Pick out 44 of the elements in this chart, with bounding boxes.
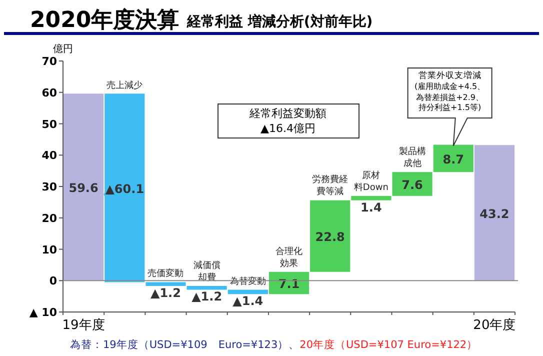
x-tick-label: 労務費経費等減 xyxy=(311,174,350,198)
bar xyxy=(104,94,145,282)
x-tick-label: 合理化効果 xyxy=(274,246,304,270)
note-box: 経常利益変動額 ▲16.4億円 xyxy=(218,104,360,138)
text: 為替：19年度（USD=¥109 Euro=¥123）、 xyxy=(70,338,300,351)
bar xyxy=(186,286,227,290)
y-tick-label: 70 xyxy=(42,55,58,68)
y-tick-label: 30 xyxy=(42,180,58,194)
data-label: ▲60.1 xyxy=(105,182,144,196)
data-label: 59.6 xyxy=(68,181,98,196)
bar xyxy=(146,282,186,286)
annotation: 経常利益変動額 ▲16.4億円 xyxy=(248,107,326,135)
data-label: 8.7 xyxy=(442,152,464,166)
y-tick-label: 0 xyxy=(49,274,58,288)
x-tick-label: 売価変動 xyxy=(146,268,185,280)
x-tick-label: 売上減少 xyxy=(106,80,144,92)
chart-title: 2020年度決算 xyxy=(30,7,180,33)
x-tick-label: 原材料Down xyxy=(352,170,390,194)
data-label: ▲1.2 xyxy=(150,286,181,300)
bar xyxy=(64,94,104,281)
data-label: 43.2 xyxy=(480,206,510,221)
bar xyxy=(228,290,268,294)
y-tick-label: 60 xyxy=(42,86,58,100)
x-tick-label: 20年度 xyxy=(473,317,516,333)
bar xyxy=(474,145,514,281)
annotation: (雇用助成金+4.5、為替差損益+2.9、持分利益+1.5等) xyxy=(414,82,486,114)
chart-subtitle: 経常利益 増減分析(対前年比) xyxy=(186,13,373,30)
y-tick-label: 20 xyxy=(42,212,58,225)
data-label: 22.8 xyxy=(315,230,345,244)
y-tick-label: 10 xyxy=(42,243,58,256)
text: 20年度（USD=¥107 Euro=¥122） xyxy=(300,338,478,351)
data-label: 7.6 xyxy=(402,178,423,192)
y-tick-label: 40 xyxy=(42,149,58,162)
bar xyxy=(351,196,392,200)
data-label: 1.4 xyxy=(360,200,382,214)
x-tick-label: 製品構成他 xyxy=(398,146,427,170)
data-label: ▲1.4 xyxy=(232,294,264,308)
data-label: ▲1.2 xyxy=(192,290,222,304)
y-tick-label: 50 xyxy=(42,118,58,131)
callout: 営業外収支増減 (雇用助成金+4.5、為替差損益+2.9、持分利益+1.5等) xyxy=(407,68,492,146)
x-tick-label: 営業外収支増減 xyxy=(417,70,482,82)
x-tick-label: 19年度 xyxy=(62,317,105,333)
y-tick-label: ▲ 10 xyxy=(29,306,58,319)
y-axis-title: 億円 xyxy=(53,43,73,55)
